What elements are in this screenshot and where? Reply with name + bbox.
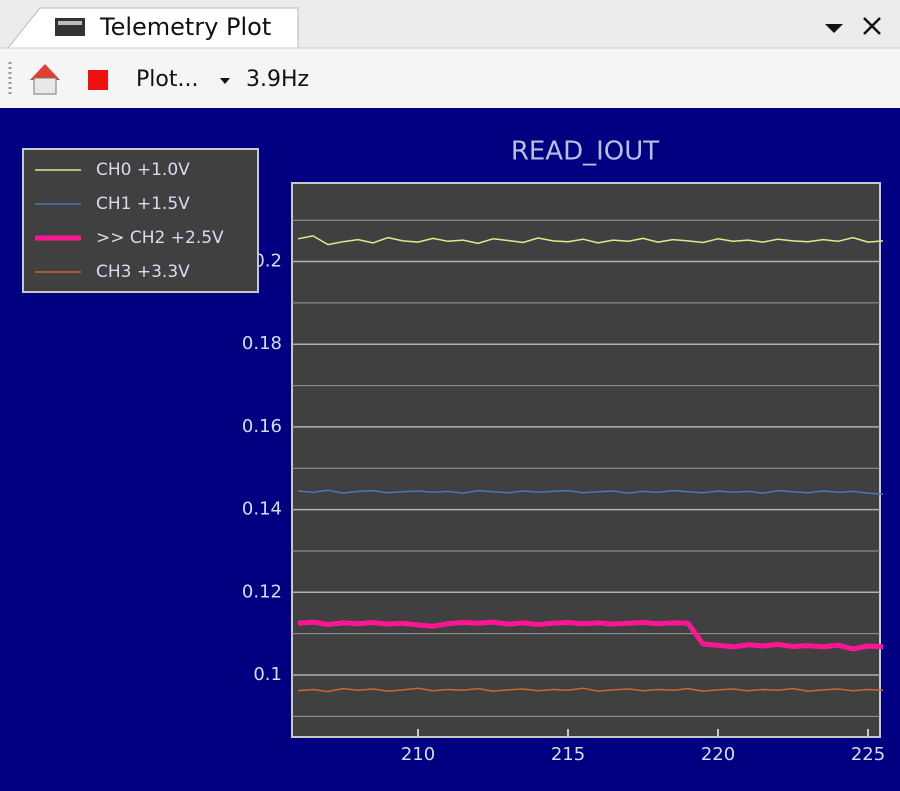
menu-arrow[interactable] [220,78,230,84]
tab-icon-bar [58,21,82,25]
pin-button[interactable] [825,24,843,33]
home-body[interactable] [33,77,57,95]
y-tick-label: 0.2 [253,251,282,272]
legend-label: CH1 +1.5V [96,194,190,214]
series-line [297,235,884,246]
close-button[interactable] [863,17,881,35]
stop-button[interactable] [88,70,108,90]
legend-label: CH3 +3.3V [96,262,190,282]
y-tick-label: 0.14 [242,499,282,520]
y-tick-label: 0.16 [242,416,282,437]
legend-label: >> CH2 +2.5V [96,228,224,248]
series-line [297,619,884,652]
x-tick-label: 215 [551,744,585,765]
legend-box [22,148,259,293]
x-tick-label: 210 [401,744,435,765]
toolbar [0,48,900,108]
home-roof[interactable] [30,64,60,80]
tab-title: Telemetry Plot [99,13,271,41]
tab-icon [55,18,85,36]
x-tick-label: 220 [701,744,735,765]
chart-title: READ_IOUT [511,137,659,167]
rate-label: 3.9Hz [246,67,309,92]
y-tick-label: 0.18 [242,333,282,354]
y-tick-label: 0.12 [242,581,282,602]
plot-menu[interactable]: Plot... [136,67,198,92]
series-line [297,687,884,693]
plot-area [291,182,881,738]
y-tick-label: 0.1 [253,664,282,685]
series-line [297,489,884,496]
x-tick-label: 225 [851,744,885,765]
legend-label: CH0 +1.0V [96,160,190,180]
